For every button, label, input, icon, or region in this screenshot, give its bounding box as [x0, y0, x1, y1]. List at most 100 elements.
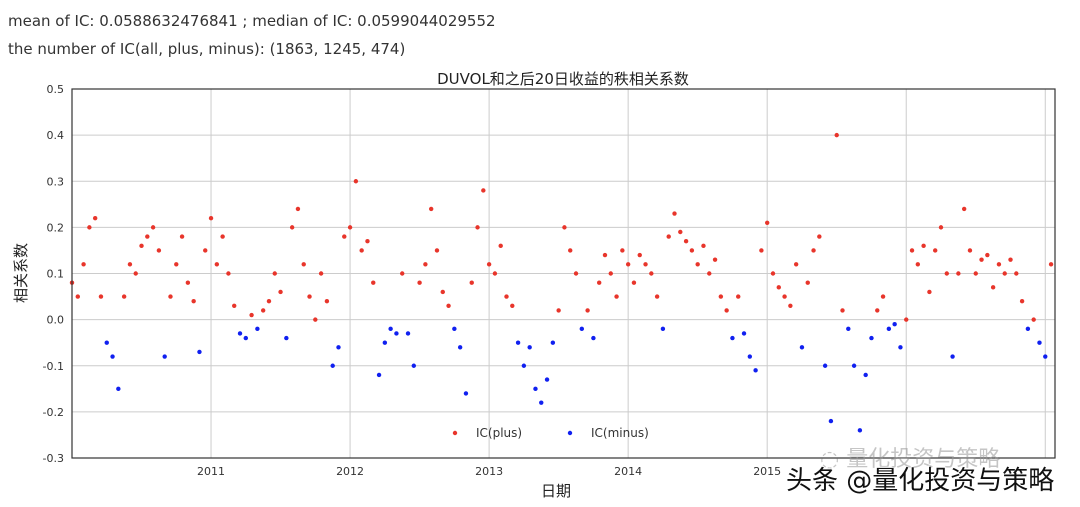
ic-minus-point	[851, 363, 857, 368]
ic-plus-point	[272, 271, 277, 276]
ic-plus-point	[770, 271, 776, 276]
ic-plus-point	[203, 248, 208, 253]
x-tick-label: 2012	[336, 465, 364, 478]
ic-minus-point	[330, 363, 335, 368]
ic-plus-point	[707, 271, 712, 276]
x-tick-label: 2011	[197, 465, 225, 478]
ic-plus-point	[608, 271, 613, 276]
ic-plus-point	[400, 271, 405, 276]
ic-plus-point	[150, 225, 156, 230]
ic-plus-point	[510, 303, 515, 308]
ic-minus-point	[591, 335, 596, 341]
ic-minus-point	[515, 340, 521, 345]
ic-plus-point	[788, 303, 793, 308]
ic-minus-point	[539, 400, 544, 405]
ic-plus-point	[226, 271, 231, 276]
ic-plus-point	[127, 262, 133, 267]
ic-minus-point	[1043, 354, 1048, 359]
ic-plus-point	[689, 248, 695, 253]
watermark-main: 头条 @量化投资与策略	[786, 466, 1055, 496]
ic-plus-point	[649, 271, 654, 276]
ic-plus-point	[504, 294, 509, 299]
y-tick-label: 0.4	[47, 129, 65, 142]
watermark-faded-text: 量化投资与策略	[846, 447, 1001, 472]
ic-plus-point	[596, 280, 602, 285]
ic-plus-point	[469, 280, 474, 285]
ic-minus-point	[846, 326, 851, 332]
ic-plus-point	[620, 248, 625, 253]
ic-minus-point	[1025, 326, 1031, 332]
ic-plus-point	[996, 262, 1002, 267]
ic-minus-point	[579, 326, 585, 332]
ic-plus-point	[985, 252, 990, 258]
ic-minus-point	[660, 326, 666, 332]
ic-plus-point	[232, 303, 237, 308]
legend-marker-plus	[452, 430, 458, 436]
ic-plus-point	[318, 271, 324, 276]
ic-plus-point	[428, 206, 434, 212]
ic-minus-point	[799, 345, 805, 350]
ic-minus-point	[197, 349, 202, 355]
ic-plus-point	[921, 243, 926, 249]
x-tick-label: 2013	[475, 465, 503, 478]
ic-plus-point	[145, 234, 150, 239]
ic-plus-point	[666, 234, 671, 239]
y-tick-label: 0.0	[47, 314, 65, 327]
ic-plus-point	[695, 262, 700, 267]
ic-plus-point	[672, 211, 677, 216]
ic-plus-point	[423, 262, 428, 267]
ic-minus-point	[405, 331, 411, 336]
ic-plus-point	[208, 215, 214, 221]
ic-plus-point	[81, 262, 86, 267]
y-tick-label: -0.1	[43, 360, 64, 373]
y-tick-label: -0.3	[43, 452, 64, 465]
y-tick-label: 0.1	[47, 268, 65, 281]
ic-plus-point	[295, 206, 301, 212]
ic-plus-point	[260, 308, 266, 313]
ic-plus-point	[643, 262, 648, 267]
ic-plus-point	[1002, 271, 1007, 276]
ic-plus-point	[324, 298, 330, 304]
y-tick-label: 0.3	[47, 175, 65, 188]
ic-plus-point	[556, 308, 561, 313]
ic-minus-point	[550, 340, 556, 345]
y-axis-label: 相关系数	[12, 243, 30, 303]
ic-plus-point	[1019, 298, 1025, 304]
wechat-icon: ◌	[820, 447, 847, 472]
ic-plus-point	[75, 294, 80, 299]
ic-plus-point	[979, 257, 984, 262]
ic-plus-point	[568, 248, 573, 253]
ic-plus-point	[904, 317, 909, 322]
ic-plus-point	[492, 271, 498, 276]
ic-plus-point	[915, 262, 921, 267]
ic-plus-point	[289, 225, 295, 230]
ic-plus-point	[214, 262, 220, 267]
ic-plus-point	[486, 262, 492, 267]
ic-plus-point	[718, 294, 724, 299]
ic-minus-point	[898, 345, 903, 350]
ic-plus-point	[1031, 317, 1036, 322]
ic-plus-point	[927, 289, 932, 295]
ic-minus-point	[741, 331, 747, 336]
ic-plus-point	[637, 252, 642, 258]
ic-minus-point	[869, 335, 874, 341]
ic-plus-point	[683, 239, 689, 244]
ic-minus-point	[237, 331, 243, 336]
ic-plus-point	[840, 308, 845, 313]
ic-minus-point	[255, 326, 260, 332]
ic-plus-point	[1008, 257, 1013, 262]
ic-plus-point	[98, 294, 104, 299]
ic-plus-point	[880, 294, 886, 299]
ic-plus-point	[342, 234, 347, 239]
ic-plus-point	[440, 289, 445, 295]
ic-plus-point	[353, 179, 359, 184]
ic-minus-point	[828, 418, 834, 424]
ic-plus-point	[174, 262, 179, 267]
ic-minus-point	[116, 386, 121, 392]
ic-plus-point	[736, 294, 741, 299]
ic-minus-point	[376, 372, 382, 378]
ic-plus-point	[614, 294, 619, 299]
ic-plus-point	[1014, 271, 1019, 276]
ic-minus-point	[863, 372, 868, 378]
ic-minus-point	[284, 335, 289, 341]
